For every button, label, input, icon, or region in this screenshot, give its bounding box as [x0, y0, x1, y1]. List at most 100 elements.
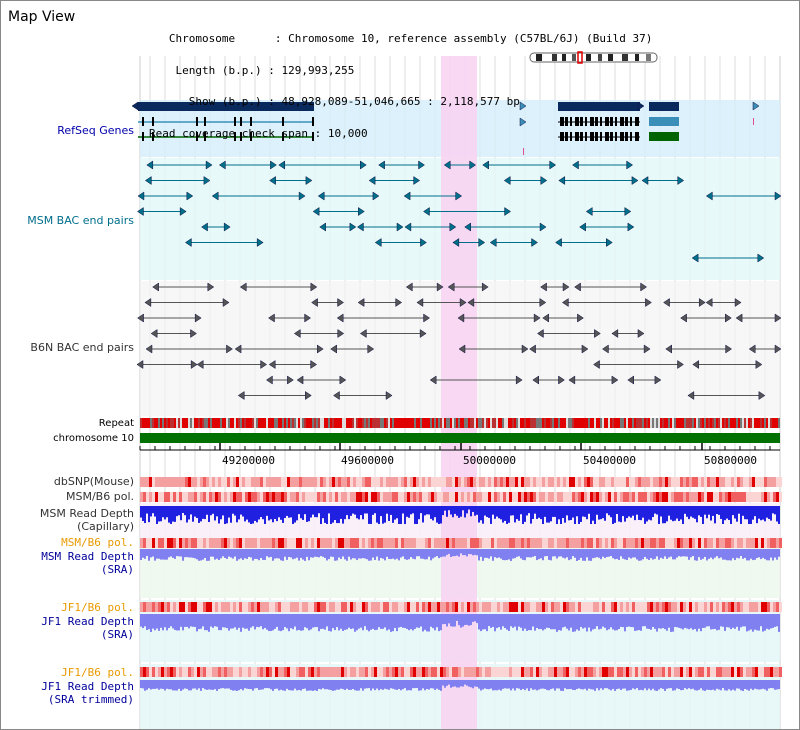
- bac-end-arrow: [611, 329, 619, 338]
- heat-cell: [773, 477, 776, 487]
- heat-cell: [161, 492, 164, 502]
- label-msm-depth-capillary[interactable]: MSM Read Depth (Capillary): [39, 507, 134, 533]
- label-dbsnp[interactable]: dbSNP(Mouse): [53, 475, 134, 488]
- msm-bac-pairs-track[interactable]: [137, 160, 782, 263]
- label-msm-b6-pol[interactable]: MSM/B6 pol.: [66, 490, 134, 503]
- label-b6n-bac[interactable]: B6N BAC end pairs: [30, 341, 134, 354]
- heat-cell: [524, 477, 527, 487]
- repeat-element: [292, 418, 294, 428]
- depth-bar: [254, 680, 256, 689]
- heat-cell: [737, 538, 740, 548]
- depth-bar: [220, 549, 222, 559]
- repeat-element: [460, 418, 462, 428]
- label-chromosome[interactable]: chromosome 10: [53, 433, 134, 444]
- heat-cell: [143, 667, 146, 677]
- depth-bar: [746, 506, 748, 520]
- depth-bar: [582, 506, 584, 517]
- heat-cell: [245, 492, 248, 502]
- repeat-element: [336, 418, 338, 428]
- b6n-bac-pairs-track[interactable]: [136, 282, 782, 400]
- chromosome-ideogram[interactable]: [529, 51, 658, 64]
- depth-bar: [312, 506, 314, 515]
- depth-bar: [472, 549, 474, 556]
- heat-cell: [509, 602, 512, 612]
- depth-bar: [154, 549, 156, 561]
- heat-cell: [761, 492, 764, 502]
- depth-bar: [368, 614, 370, 632]
- label-msm-b6-pol-sra[interactable]: MSM/B6 pol.: [61, 536, 134, 549]
- heat-cell: [698, 477, 701, 487]
- depth-bar: [636, 614, 638, 631]
- depth-bar: [580, 680, 582, 690]
- label-jf1-b6-pol-trim[interactable]: JF1/B6 pol.: [61, 666, 134, 679]
- depth-bar: [588, 680, 590, 689]
- heat-cell: [680, 602, 683, 612]
- heat-cell: [158, 602, 161, 612]
- heat-cell: [236, 667, 239, 677]
- heat-cell: [356, 492, 359, 502]
- label-refseq-genes[interactable]: RefSeq Genes: [57, 124, 134, 137]
- heat-cell: [452, 667, 455, 677]
- heat-cell: [476, 602, 479, 612]
- bac-end-arrow: [349, 222, 357, 232]
- heat-cell: [206, 477, 209, 487]
- depth-bar: [622, 549, 624, 559]
- depth-bar: [708, 506, 710, 515]
- label-msm-bac[interactable]: MSM BAC end pairs: [27, 214, 134, 227]
- heat-cell: [686, 538, 689, 548]
- depth-bar: [532, 680, 534, 690]
- label-jf1-depth-trimmed[interactable]: JF1 Read Depth (SRA trimmed): [41, 680, 134, 706]
- heat-cell: [626, 538, 629, 548]
- depth-bar: [320, 549, 322, 557]
- depth-bar: [210, 614, 212, 627]
- depth-bar: [738, 680, 740, 689]
- heat-cell: [254, 667, 257, 677]
- depth-bar: [288, 614, 290, 632]
- heat-cell: [362, 538, 365, 548]
- depth-bar: [550, 680, 552, 690]
- heat-cell: [464, 667, 467, 677]
- read-depth-tracks[interactable]: [140, 506, 780, 691]
- depth-bar: [774, 680, 776, 690]
- bac-end-arrow: [226, 344, 233, 354]
- depth-bar: [166, 680, 168, 689]
- heat-cell: [686, 667, 689, 677]
- depth-bar: [244, 614, 246, 629]
- heat-cell: [272, 477, 275, 487]
- repeat-element: [580, 418, 582, 428]
- repeat-track[interactable]: [140, 418, 780, 428]
- heat-cell: [329, 477, 332, 487]
- depth-bar: [204, 506, 206, 520]
- polymorphism-heat-strips[interactable]: [140, 477, 782, 677]
- bac-end-arrow: [205, 160, 213, 170]
- depth-bar: [140, 680, 142, 689]
- repeat-element: [468, 418, 470, 428]
- heat-cell: [326, 492, 329, 502]
- heat-cell: [632, 602, 635, 612]
- depth-bar: [370, 506, 372, 524]
- refseq-genes-track[interactable]: [131, 101, 760, 155]
- depth-bar: [284, 680, 286, 691]
- label-jf1-b6-pol[interactable]: JF1/B6 pol.: [61, 601, 134, 614]
- depth-bar: [486, 506, 488, 517]
- gene-exon: [615, 132, 617, 141]
- repeat-element: [174, 418, 176, 428]
- heat-cell: [701, 492, 704, 502]
- depth-bar: [598, 506, 600, 520]
- repeat-element: [448, 418, 450, 428]
- depth-bar: [290, 506, 292, 518]
- heat-cell: [542, 477, 545, 487]
- depth-bar: [486, 680, 488, 690]
- heat-cell: [695, 538, 698, 548]
- depth-bar: [502, 506, 504, 523]
- depth-bar: [554, 680, 556, 691]
- selected-region-highlight[interactable]: [441, 56, 477, 730]
- depth-bar: [528, 506, 530, 514]
- chromosome-bar[interactable]: [140, 433, 780, 443]
- label-repeat[interactable]: Repeat: [98, 418, 134, 429]
- heat-cell: [419, 602, 422, 612]
- label-jf1-depth-sra[interactable]: JF1 Read Depth (SRA): [41, 615, 134, 641]
- label-msm-depth-sra[interactable]: MSM Read Depth (SRA): [41, 550, 134, 576]
- heat-cell: [752, 602, 755, 612]
